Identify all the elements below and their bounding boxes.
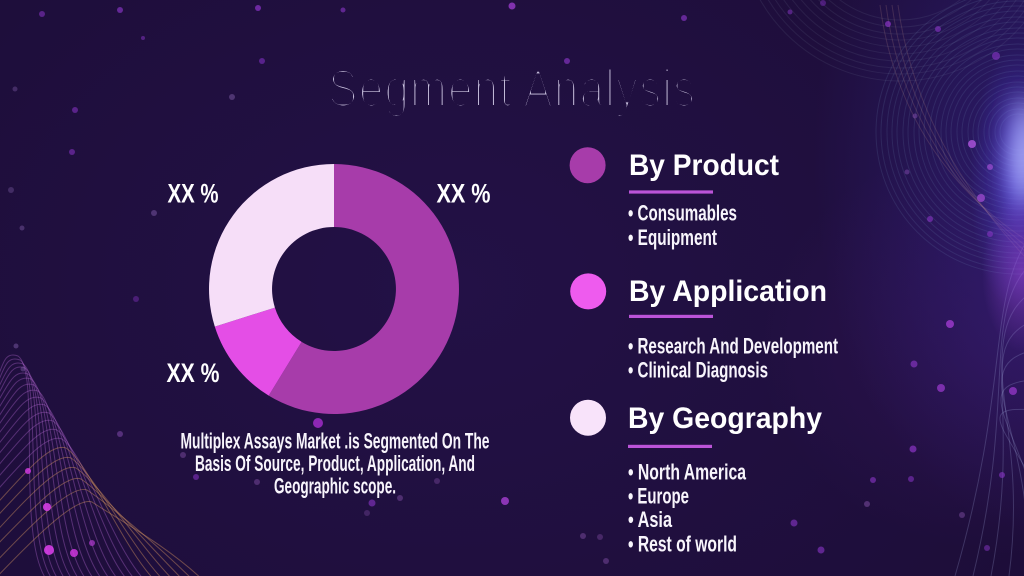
- svg-text:• Rest of world: • Rest of world: [628, 531, 737, 556]
- svg-text:• Equipment: • Equipment: [628, 225, 717, 250]
- svg-text:By Product: By Product: [629, 149, 779, 182]
- svg-text:Segment Analysis: Segment Analysis: [328, 60, 696, 119]
- svg-text:• North America: • North America: [628, 460, 747, 485]
- svg-text:Geographic scope.: Geographic scope.: [274, 473, 396, 498]
- svg-text:• Clinical Diagnosis: • Clinical Diagnosis: [628, 358, 768, 383]
- svg-text:• Europe: • Europe: [628, 483, 689, 508]
- svg-text:• Consumables: • Consumables: [628, 201, 737, 226]
- svg-text:By Application: By Application: [629, 275, 827, 308]
- svg-text:• Research And Development: • Research And Development: [628, 334, 838, 359]
- svg-text:XX %: XX %: [168, 179, 219, 209]
- svg-text:• Asia: • Asia: [628, 507, 673, 532]
- svg-text:Multiplex Assays Market .is Se: Multiplex Assays Market .is Segmented On…: [181, 428, 490, 453]
- svg-text:XX %: XX %: [437, 179, 491, 209]
- svg-text:Basis Of Source, Product, Appl: Basis Of Source, Product, Application, A…: [195, 451, 475, 476]
- svg-text:By Geography: By Geography: [628, 402, 823, 435]
- svg-text:XX %: XX %: [167, 358, 220, 388]
